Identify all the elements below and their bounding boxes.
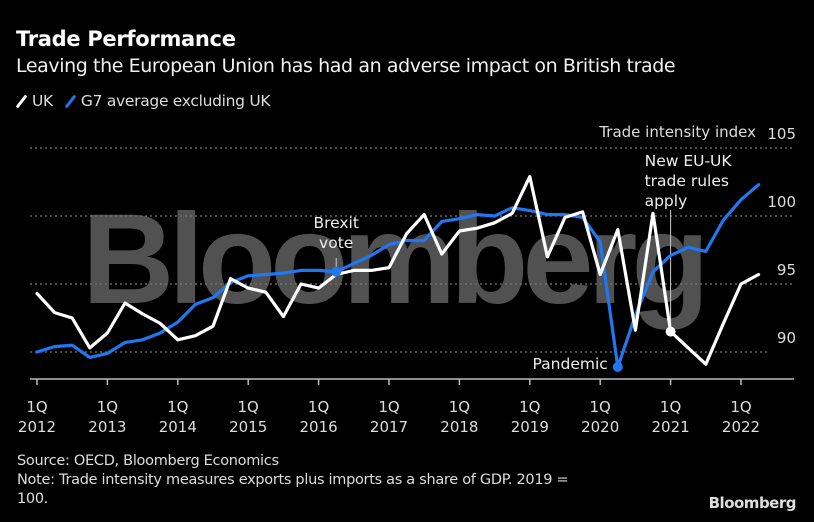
x-tick-label-quarter: 1Q <box>519 398 540 416</box>
x-tick-label-year: 2014 <box>159 418 197 436</box>
x-tick-label-quarter: 1Q <box>378 398 399 416</box>
y-tick-label: 105 <box>767 125 796 143</box>
definition-note: Note: Trade intensity measures exports p… <box>17 472 569 488</box>
x-tick-label-quarter: 1Q <box>590 398 611 416</box>
x-tick-label-year: 2019 <box>511 418 549 436</box>
x-tick-label-year: 2016 <box>300 418 338 436</box>
x-tick-label-quarter: 1Q <box>26 398 47 416</box>
x-tick-label-quarter: 1Q <box>308 398 329 416</box>
x-tick-label-year: 2018 <box>440 418 478 436</box>
definition-note-cont: 100. <box>17 491 49 507</box>
annotation-text: New EU-UK <box>645 152 733 170</box>
x-tick-label-year: 2022 <box>722 418 760 436</box>
gridlines <box>30 147 794 353</box>
x-tick-label-year: 2013 <box>88 418 126 436</box>
series-line-uk <box>35 175 761 366</box>
legend-label-uk: UK <box>32 92 53 110</box>
x-tick-label-quarter: 1Q <box>238 398 259 416</box>
annotation-text: vote <box>319 234 353 252</box>
annotation-marker <box>331 266 342 277</box>
x-tick-label-quarter: 1Q <box>97 398 118 416</box>
annotation-marker <box>612 361 623 372</box>
y-tick-label: 90 <box>777 329 796 347</box>
chart-subtitle: Leaving the European Union has had an ad… <box>16 55 676 77</box>
y-ticks: 90 95 100 105 <box>767 125 796 347</box>
x-tick-label-year: 2021 <box>652 418 690 436</box>
x-tick-label-quarter: 1Q <box>449 398 470 416</box>
y-axis-label: Trade intensity index <box>598 123 756 141</box>
annotation-text: apply <box>645 192 688 210</box>
x-tick-label-quarter: 1Q <box>730 398 751 416</box>
x-tick-label-year: 2012 <box>18 418 56 436</box>
chart-title: Trade Performance <box>16 27 236 51</box>
source-note: Source: OECD, Bloomberg Economics <box>17 453 279 469</box>
y-tick-label: 100 <box>767 193 796 211</box>
x-tick-label-quarter: 1Q <box>167 398 188 416</box>
legend-item-uk: UK <box>15 92 53 110</box>
bloomberg-logo: Bloomberg <box>708 494 797 512</box>
series-lines <box>35 175 761 369</box>
legend-label-g7: G7 average excluding UK <box>80 92 271 110</box>
annotation-text: Brexit <box>313 214 359 232</box>
legend: UK G7 average excluding UK <box>15 92 282 110</box>
x-tick-label-year: 2020 <box>581 418 619 436</box>
annotations: Brexit vote Pandemic New EU-UK trade rules ap… <box>313 152 732 373</box>
x-axis: 1Q 2012 1Q 2013 1Q 2014 1Q 2015 1Q 2016 1Q 2017 1Q 20… <box>18 378 794 436</box>
x-tick-label-quarter: 1Q <box>660 398 681 416</box>
y-tick-label: 95 <box>777 261 796 279</box>
footer: Source: OECD, Bloomberg Economics Note: … <box>17 452 569 509</box>
annotation-text: trade rules <box>645 172 729 190</box>
legend-item-g7: G7 average excluding UK <box>64 92 271 110</box>
annotation-marker <box>665 326 676 337</box>
x-tick-label-year: 2015 <box>229 418 267 436</box>
x-tick-label-year: 2017 <box>370 418 408 436</box>
annotation-text: Pandemic <box>533 355 608 373</box>
